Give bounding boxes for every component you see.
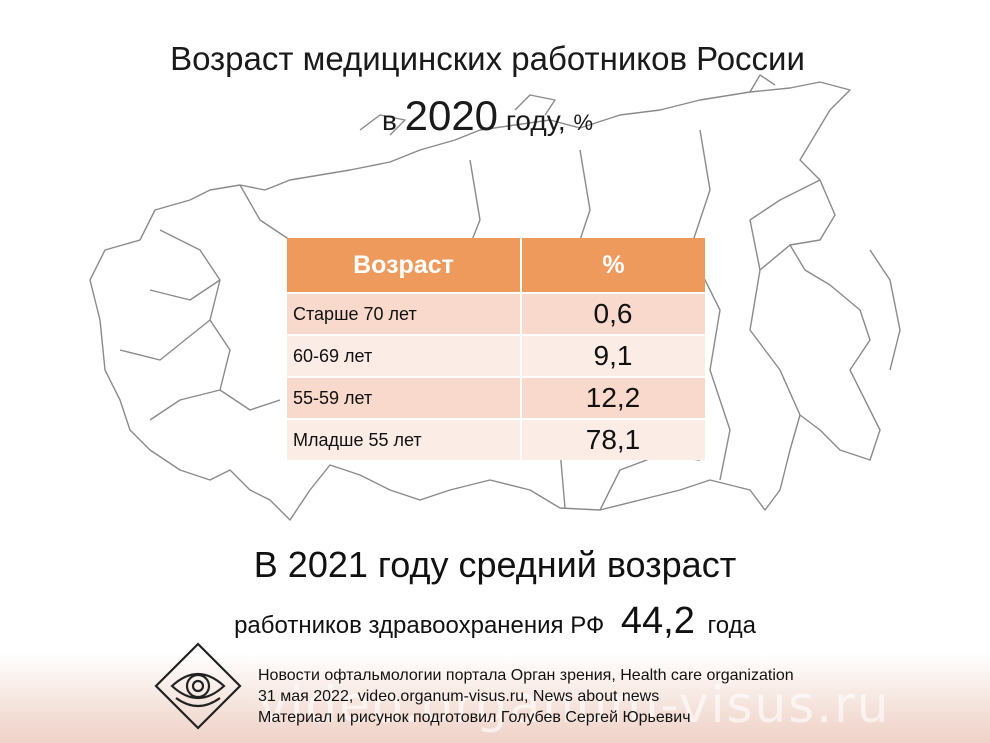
subtitle-prefix: в bbox=[381, 105, 397, 136]
age-table: Возраст % Старше 70 лет 0,6 60-69 лет 9,… bbox=[287, 238, 705, 460]
page-subtitle: в 2020 году, % bbox=[0, 92, 975, 140]
footer-credits: Новости офтальмологии портала Орган зрен… bbox=[258, 665, 794, 728]
table-row: 55-59 лет 12,2 bbox=[287, 376, 705, 419]
header-percent: % bbox=[521, 238, 705, 293]
row-value: 78,1 bbox=[521, 418, 705, 460]
table-header-row: Возраст % bbox=[287, 238, 705, 293]
row-value: 9,1 bbox=[521, 334, 705, 377]
footer-line-3: Материал и рисунок подготовил Голубев Се… bbox=[258, 709, 691, 726]
page-title: Возраст медицинских работников России bbox=[170, 40, 805, 77]
table-row: 60-69 лет 9,1 bbox=[287, 334, 705, 377]
subtitle-suffix: году, bbox=[505, 105, 566, 136]
row-label: Младше 55 лет bbox=[287, 418, 522, 460]
footer-line-1: Новости офтальмологии портала Орган зрен… bbox=[258, 667, 794, 684]
row-label: 60-69 лет bbox=[287, 334, 522, 377]
fact-detail: работников здравоохранения РФ 44,2 года bbox=[0, 600, 990, 643]
fact-prefix: работников здравоохранения РФ bbox=[234, 612, 605, 639]
table-row: Старше 70 лет 0,6 bbox=[287, 292, 705, 335]
eye-logo-icon bbox=[154, 642, 242, 730]
fact-value: 44,2 bbox=[620, 600, 695, 642]
fact-headline: В 2021 году средний возраст bbox=[253, 544, 737, 585]
table-row: Младше 55 лет 78,1 bbox=[287, 418, 705, 460]
header-age: Возраст bbox=[287, 238, 522, 293]
subtitle-unit: % bbox=[573, 110, 594, 135]
row-label: Старше 70 лет bbox=[287, 292, 522, 335]
row-value: 0,6 bbox=[521, 292, 705, 335]
watermark: video.organum-visus.ru bbox=[258, 676, 891, 734]
subtitle-year: 2020 bbox=[404, 92, 499, 139]
row-label: 55-59 лет bbox=[287, 376, 522, 419]
footer-line-2: 31 мая 2022, video.organum-visus.ru, New… bbox=[258, 688, 660, 705]
row-value: 12,2 bbox=[521, 376, 705, 419]
fact-suffix: года bbox=[707, 612, 756, 639]
bottom-gradient bbox=[0, 653, 990, 743]
